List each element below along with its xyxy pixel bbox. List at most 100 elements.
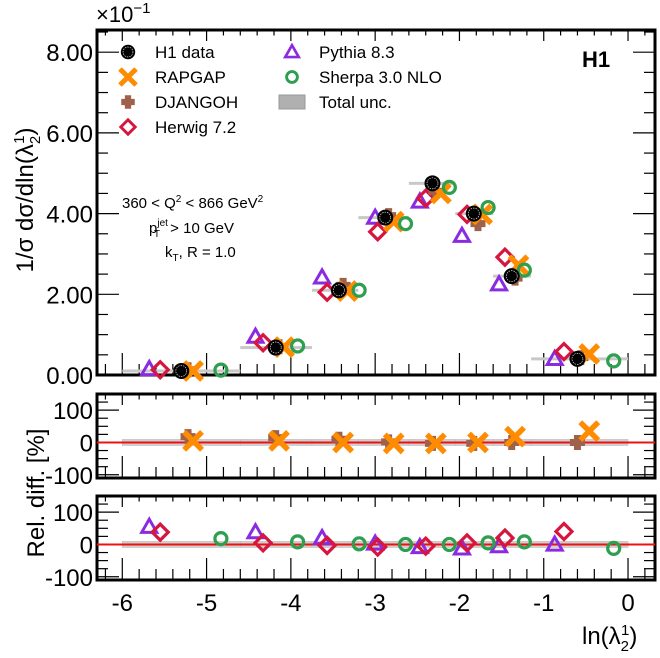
point-sherpa-3-0-nlo-shape <box>516 262 532 278</box>
legend-label: Herwig 7.2 <box>155 118 236 137</box>
ratio2-point-herwig-7-2 <box>553 521 575 542</box>
ratio2-point-herwig-7-2-shape <box>415 535 436 557</box>
point-sherpa-3-0-nlo-shape <box>480 199 496 216</box>
ratio2-point-sherpa-3-0-nlo <box>441 536 457 553</box>
main-y-tick-label: 4.00 <box>46 202 93 229</box>
legend-entry: Pythia 8.3 <box>282 42 395 62</box>
legend-marker-rapgap-shape <box>118 67 138 87</box>
point-sherpa-3-0-nlo-shape <box>213 362 229 378</box>
point-herwig-7-2-shape <box>415 188 436 209</box>
x-tick-label: 0 <box>621 590 634 617</box>
ratio1-point-rapgap-shape <box>182 429 204 452</box>
point-sherpa-3-0-nlo-shape <box>606 353 622 369</box>
legend-marker-djangoh <box>121 95 135 109</box>
ratio1-y-tick-label: -100 <box>45 463 93 490</box>
ratio2-point-pythia-8-3-shape <box>139 516 160 534</box>
point-pythia-8-3 <box>311 266 333 285</box>
point-h1-data-ring <box>269 341 282 354</box>
phase-space-annotation: 360 < Q2 < 866 GeV2 pjet T > 10 GeV kT, R… <box>122 194 264 264</box>
legend-marker-rapgap <box>118 67 138 87</box>
point-herwig-7-2 <box>415 188 436 209</box>
point-sherpa-3-0-nlo <box>606 353 622 369</box>
jet-algorithm-text: kT, R = 1.0 <box>165 244 236 264</box>
point-h1-data-ring <box>505 270 518 282</box>
main-panel: 0.00 2.00 4.00 6.00 8.00 <box>46 28 657 390</box>
point-pythia-8-3 <box>488 273 510 292</box>
ratio1-point-rapgap-shape <box>578 420 601 443</box>
ratio2-point-herwig-7-2-shape <box>316 535 338 556</box>
x-tick-label: -6 <box>112 590 133 617</box>
ratio2-point-herwig-7-2 <box>149 521 171 543</box>
point-h1-data-ring <box>379 211 392 224</box>
ratio2-point-sherpa-3-0-nlo-shape <box>397 536 414 553</box>
legend-entry: DJANGOH <box>121 93 238 112</box>
ratio2-frame <box>95 494 657 582</box>
point-h1-data <box>569 350 586 367</box>
ratio2-point-sherpa-3-0-nlo-shape <box>290 534 306 550</box>
point-h1-data <box>465 205 482 222</box>
point-sherpa-3-0-nlo <box>397 216 414 232</box>
legend-label: RAPGAP <box>155 68 226 87</box>
legend-marker-total-unc- <box>278 94 306 110</box>
x-tick-label: -3 <box>364 590 385 617</box>
ratio1-point-rapgap <box>182 429 204 452</box>
point-sherpa-3-0-nlo-shape <box>351 282 367 298</box>
ratio2-y-tick-label: 100 <box>53 500 93 527</box>
legend-label: H1 data <box>155 43 215 62</box>
ratio2-point-sherpa-3-0-nlo-shape <box>351 536 367 552</box>
point-h1-data-ring <box>467 207 480 220</box>
x-tick-label: -4 <box>280 590 301 617</box>
ratio2-point-herwig-7-2-shape <box>494 527 516 549</box>
point-herwig-7-2-shape <box>252 332 274 353</box>
point-h1-data-ring <box>175 365 188 377</box>
ratio2-point-sherpa-3-0-nlo <box>606 540 622 556</box>
point-herwig-7-2-shape <box>367 221 388 243</box>
legend-marker-sherpa-3-0-nlo <box>285 70 299 84</box>
point-sherpa-3-0-nlo <box>516 262 532 278</box>
ratio2-point-sherpa-3-0-nlo <box>351 536 367 552</box>
ratio2-point-herwig-7-2 <box>456 532 478 554</box>
point-pythia-8-3-shape <box>311 266 333 285</box>
point-h1-data <box>503 268 520 285</box>
ratio2-point-pythia-8-3-shape <box>544 533 565 552</box>
point-herwig-7-2 <box>149 359 171 381</box>
point-sherpa-3-0-nlo <box>441 179 457 195</box>
legend-marker-herwig-7-2-shape <box>118 117 138 137</box>
point-h1-data <box>173 362 190 379</box>
ratio1-point-rapgap <box>268 429 290 452</box>
ratio2-point-pythia-8-3 <box>245 521 266 540</box>
point-pythia-8-3-shape <box>409 190 430 209</box>
ratio1-point-djangoh-shape <box>569 434 585 450</box>
point-pythia-8-3 <box>451 225 473 243</box>
main-y-tick-label: 2.00 <box>46 282 93 309</box>
point-h1-data <box>330 282 347 299</box>
legend-entry: H1 data <box>120 43 215 62</box>
point-sherpa-3-0-nlo-shape <box>441 179 457 195</box>
point-pythia-8-3-shape <box>544 348 565 366</box>
ratio2-point-pythia-8-3 <box>544 533 565 552</box>
point-h1-data <box>377 209 394 226</box>
ratio2-point-sherpa-3-0-nlo <box>480 535 496 551</box>
point-sherpa-3-0-nlo-shape <box>290 338 306 354</box>
ratio2-point-sherpa-3-0-nlo <box>290 534 306 550</box>
ratio1-point-rapgap <box>467 431 489 454</box>
ratio2-point-sherpa-3-0-nlo-shape <box>606 540 622 556</box>
legend-marker-pythia-8-3 <box>282 42 302 59</box>
legend-marker-total-unc--shape <box>278 94 306 110</box>
main-y-tick-label: 8.00 <box>46 40 93 67</box>
legend-entry: Total unc. <box>278 93 392 112</box>
ratio2-point-pythia-8-3 <box>365 532 386 551</box>
ratio1-y-tick-label: 100 <box>53 398 93 425</box>
point-rapgap <box>182 360 204 382</box>
legend: H1 data RAPGAP DJANGOH Herwig 7.2 Pythia 8.3… <box>118 42 442 137</box>
legend-entry: RAPGAP <box>118 67 226 87</box>
point-h1-data-ring <box>426 177 439 190</box>
ratio2-point-herwig-7-2 <box>316 535 338 556</box>
ratio2-point-herwig-7-2-shape <box>553 521 575 542</box>
point-herwig-7-2 <box>367 221 388 243</box>
ratio2-point-herwig-7-2 <box>252 532 274 554</box>
point-rapgap-shape <box>182 360 204 382</box>
ratio1-point-rapgap-shape <box>504 425 526 448</box>
point-h1-data <box>424 175 441 192</box>
